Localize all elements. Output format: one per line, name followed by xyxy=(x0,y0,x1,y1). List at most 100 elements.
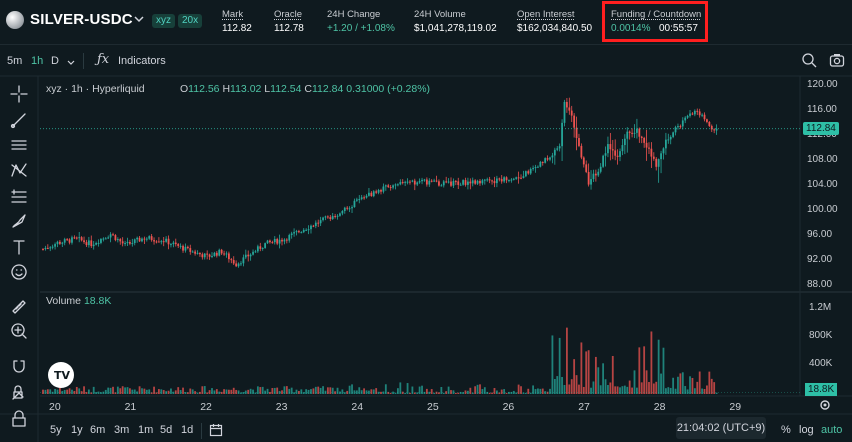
market-symbol[interactable]: SILVER-USDC xyxy=(30,11,133,28)
timezone-readout[interactable]: 21:04:02 (UTC+9) xyxy=(676,417,766,439)
volume-bar xyxy=(652,383,655,394)
range-6m[interactable]: 6m xyxy=(90,424,106,436)
range-1m[interactable]: 1m xyxy=(138,424,154,436)
candle-body xyxy=(261,247,264,249)
candle-body xyxy=(409,181,411,183)
funding-rate: 0.0014% xyxy=(611,23,651,34)
candle-body xyxy=(614,150,617,156)
volume-bar xyxy=(302,392,305,394)
candle-body xyxy=(230,259,233,261)
volume-bar xyxy=(196,392,199,394)
candle-body xyxy=(440,185,443,187)
volume-bar xyxy=(63,389,66,394)
candle-body xyxy=(561,122,563,147)
candle-body xyxy=(462,180,464,185)
candle-body xyxy=(710,125,713,130)
range-5y[interactable]: 5y xyxy=(50,424,62,436)
calendar-icon[interactable] xyxy=(209,423,223,437)
candle-body xyxy=(568,107,571,111)
candle-body xyxy=(63,239,66,243)
volume-bar xyxy=(515,392,518,394)
crosshair-icon[interactable] xyxy=(10,85,28,103)
candle-body xyxy=(317,222,320,224)
timeframe-5m[interactable]: 5m xyxy=(7,55,23,67)
volume-bar xyxy=(633,370,636,394)
indicators-icon[interactable]: ƒx xyxy=(97,52,110,67)
volume-bar xyxy=(539,388,542,394)
volume-bar xyxy=(568,384,571,394)
candle-body xyxy=(307,229,310,231)
candle-body xyxy=(114,235,117,241)
candle-body xyxy=(667,139,670,141)
volume-bar xyxy=(619,387,621,394)
chevron-down-icon[interactable] xyxy=(67,59,75,67)
volume-bar xyxy=(203,386,206,394)
candle-body xyxy=(643,137,646,143)
candle-body xyxy=(377,190,380,193)
volume-bar xyxy=(114,392,117,394)
candle-body xyxy=(363,197,365,199)
camera-icon[interactable] xyxy=(829,52,845,68)
volume-bar xyxy=(218,391,221,394)
range-1d[interactable]: 1d xyxy=(181,424,194,436)
pattern-icon[interactable] xyxy=(10,161,28,179)
zoom-in-icon[interactable] xyxy=(10,322,28,340)
mark-value: 112.82 xyxy=(222,23,252,34)
leverage-badge[interactable]: 20x xyxy=(178,14,203,28)
volume-bar xyxy=(423,391,426,394)
chevron-down-icon[interactable] xyxy=(134,14,144,24)
volume-bar xyxy=(319,387,322,394)
volume-bar xyxy=(293,392,295,394)
candle-body xyxy=(469,181,472,184)
trend-line-icon[interactable] xyxy=(10,111,28,129)
volume-bar xyxy=(512,390,515,394)
timeframe-d[interactable]: D xyxy=(51,55,59,67)
range-5d[interactable]: 5d xyxy=(160,424,173,436)
candle-body xyxy=(165,238,168,242)
candle-body xyxy=(59,241,61,244)
fib-icon[interactable] xyxy=(10,187,28,205)
magnet-icon[interactable] xyxy=(10,358,28,376)
volume-bar xyxy=(75,386,78,394)
candle-body xyxy=(157,241,160,243)
brush-icon[interactable] xyxy=(10,212,28,230)
horizontal-lines-icon[interactable] xyxy=(10,136,28,154)
ruler-icon[interactable] xyxy=(10,298,28,316)
zoom-search-icon[interactable] xyxy=(801,52,817,68)
settings-gear-icon[interactable] xyxy=(818,398,832,412)
volume-bar xyxy=(662,347,665,394)
volume-bar xyxy=(355,390,358,394)
emoji-icon[interactable] xyxy=(10,263,28,281)
candle-body xyxy=(604,153,607,156)
volume-bar xyxy=(380,391,382,394)
volume-bar xyxy=(331,387,334,394)
candle-body xyxy=(594,173,597,176)
candle-body xyxy=(674,127,677,133)
candle-body xyxy=(232,260,235,264)
volume-bar xyxy=(406,383,409,394)
current-price-label: 112.84 xyxy=(803,122,839,135)
volume-bar xyxy=(56,389,59,394)
candle-body xyxy=(95,243,98,245)
timeframe-1h[interactable]: 1h xyxy=(31,55,44,67)
tradingview-logo-icon[interactable]: TV xyxy=(48,362,74,388)
range-1y[interactable]: 1y xyxy=(71,424,83,436)
time-axis-label: 22 xyxy=(200,401,212,413)
candle-body xyxy=(529,168,532,174)
lock-drawing-icon[interactable] xyxy=(10,384,28,402)
log-scale-toggle[interactable]: log xyxy=(799,424,814,436)
lock-icon[interactable] xyxy=(10,410,28,428)
range-3m[interactable]: 3m xyxy=(114,424,130,436)
indicators-button[interactable]: Indicators xyxy=(118,55,166,67)
volume-bar xyxy=(578,384,580,394)
candle-body xyxy=(375,191,378,193)
text-icon[interactable] xyxy=(10,238,28,256)
price-axis-label: 88.00 xyxy=(807,279,833,290)
auto-scale-toggle[interactable]: auto xyxy=(821,424,843,436)
candle-body xyxy=(295,231,298,233)
percent-scale-toggle[interactable]: % xyxy=(781,424,791,436)
candle-body xyxy=(438,181,440,186)
volume-bar xyxy=(580,342,583,394)
volume-bar xyxy=(549,388,551,394)
